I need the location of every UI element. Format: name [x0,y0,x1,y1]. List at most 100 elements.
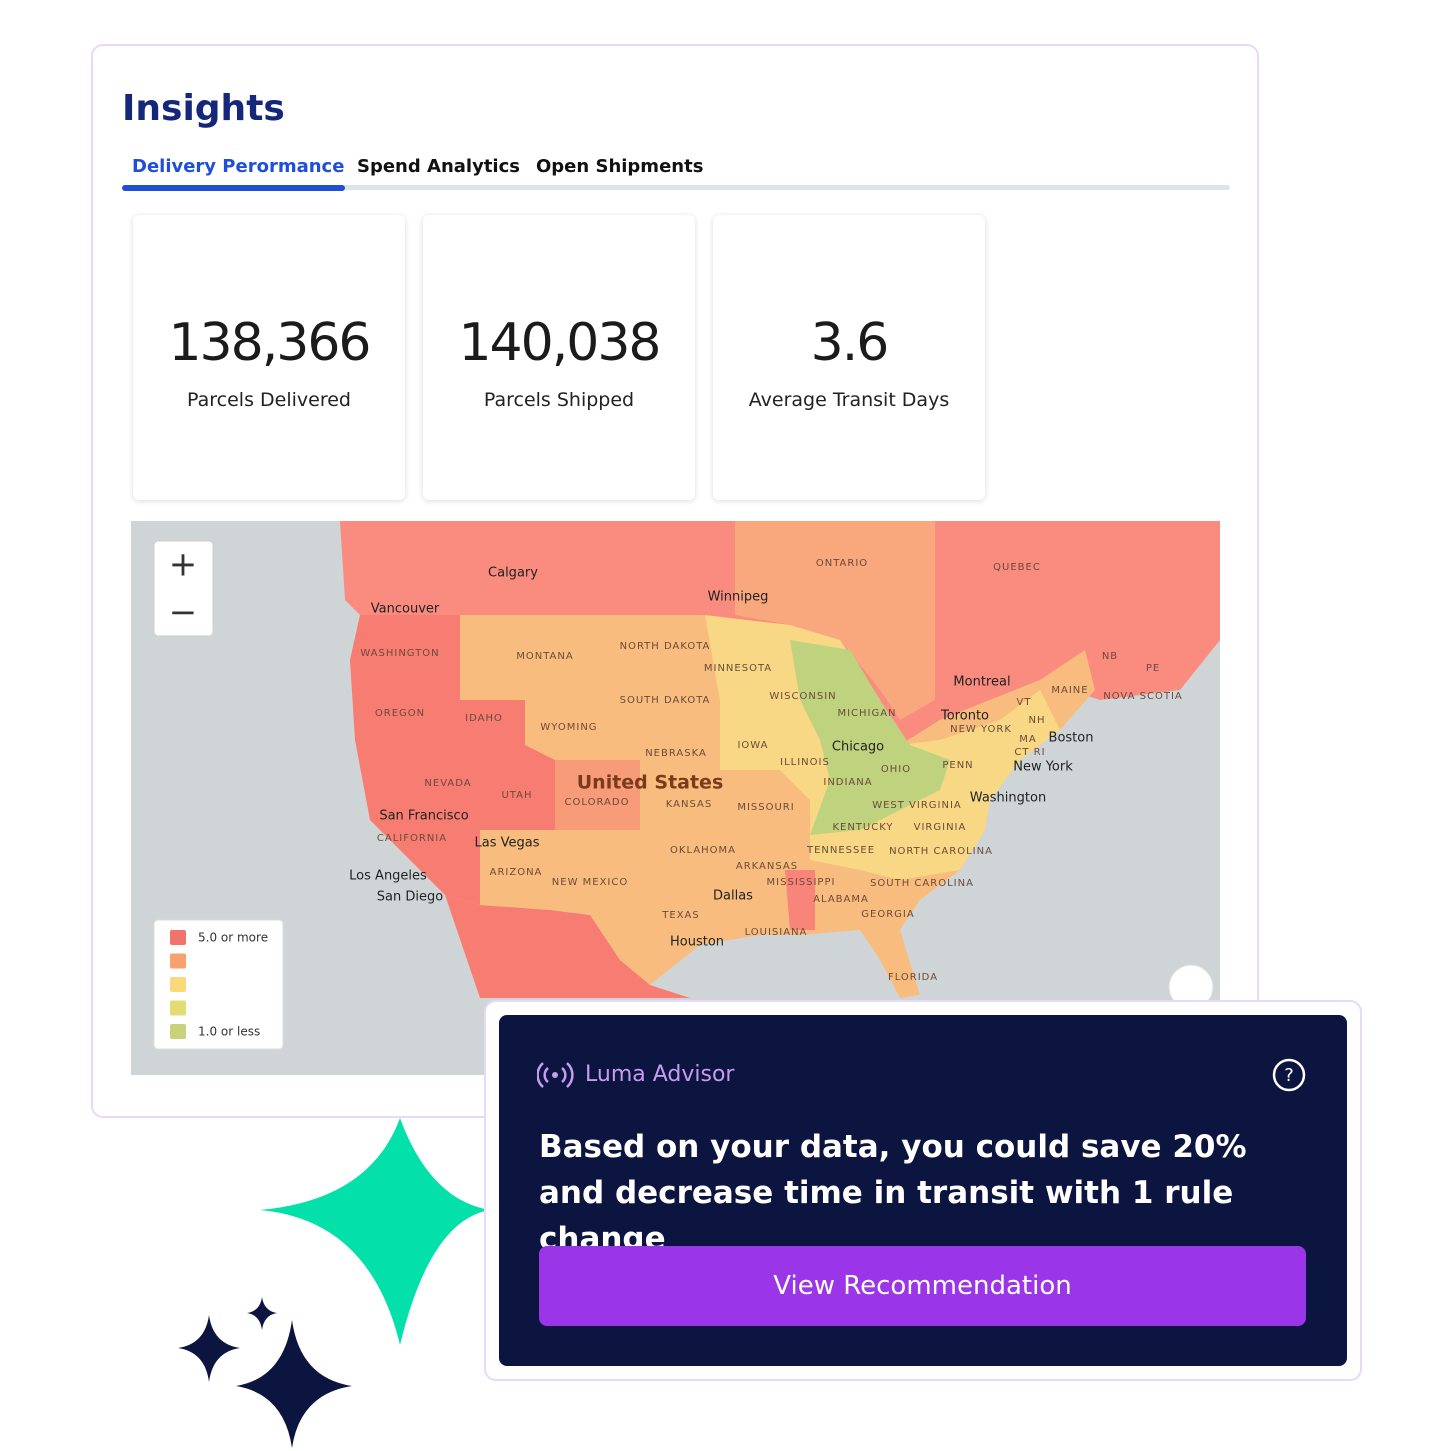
region-label: MICHIGAN [837,708,896,719]
region [445,895,690,998]
region [790,640,950,835]
kpi-card: 138,366 Parcels Delivered [133,215,405,500]
region-label: NEW YORK [950,724,1012,735]
region-label: TENNESSEE [806,845,875,856]
city-label: Washington [970,791,1046,806]
region-label: MINNESOTA [704,663,772,674]
tab[interactable]: Delivery Perormance [132,156,345,177]
legend-swatch [170,1024,186,1039]
region-label: LOUISIANA [745,927,808,938]
region-label: OKLAHOMA [670,845,736,856]
legend [153,919,284,1050]
region-label: NB [1102,651,1118,662]
legend-swatch [170,953,186,969]
region-label: NEBRASKA [645,748,707,759]
star [178,1315,240,1382]
kpi-label: Parcels Delivered [187,389,351,411]
city-label: Calgary [488,566,538,581]
region [735,521,935,720]
region-label: NH [1029,715,1046,726]
region-label: COLORADO [565,797,630,808]
kpi-value: 140,038 [458,313,661,373]
region-label: NEVADA [424,778,471,789]
city-label: New York [1013,760,1073,775]
region-label: INDIANA [823,777,872,788]
zoom-in[interactable]: + [169,545,198,585]
view-recommendation-button[interactable]: View Recommendation [539,1246,1306,1326]
region-label: SOUTH CAROLINA [870,878,974,889]
legend-swatch [170,930,186,945]
region-label: NEW MEXICO [552,877,628,888]
zoom-control[interactable] [153,540,214,637]
star [247,1297,277,1330]
legend-label: 1.0 or less [198,1025,260,1039]
title: Insights [122,88,285,129]
region-label: ARKANSAS [736,861,798,872]
green-star [260,1118,490,1345]
region-label: IOWA [737,740,768,751]
tab[interactable]: Spend Analytics [357,156,520,177]
city-label: Montreal [953,675,1010,690]
region-label: MAINE [1051,685,1088,696]
tab[interactable]: Open Shipments [536,156,704,177]
region-label: VT [1017,697,1032,708]
kpi-value: 138,366 [168,313,371,373]
legend-swatch [170,977,186,992]
city-label: Chicago [832,740,884,755]
city-label: Boston [1049,731,1094,746]
region-label: PE [1146,663,1160,674]
svg-text:?: ? [1284,1065,1294,1086]
region-label: QUEBEC [993,562,1041,573]
region [350,615,1095,998]
region-label: VIRGINIA [914,822,967,833]
star [236,1320,352,1448]
region-label: WYOMING [540,722,597,733]
region-label: TEXAS [661,910,699,921]
region-label: UTAH [501,790,532,801]
region-label: MISSISSIPPI [767,877,836,888]
city-label: Los Angeles [349,869,427,884]
advisor-name: Luma Advisor [585,1062,735,1087]
kpi-card: 140,038 Parcels Shipped [423,215,695,500]
region-label: NORTH CAROLINA [889,846,993,857]
city-label: Las Vegas [475,836,540,851]
help-icon[interactable]: ? [1271,1057,1307,1093]
region [785,870,815,930]
region-label: CALIFORNIA [377,833,447,844]
region [350,615,555,905]
region-label: KANSAS [666,799,712,810]
region-label: WEST VIRGINIA [872,800,962,811]
region-label: OHIO [881,764,911,775]
legend-label: 5.0 or more [198,931,268,945]
region-label: PENN [942,760,973,771]
tab-track [122,185,1230,190]
kpi-label: Average Transit Days [748,389,950,411]
map[interactable]: Calgary Winnipeg Vancouver ONTARIO QUEBEC WAS… [131,521,1220,1075]
tab-indicator [122,185,345,191]
region-label: FLORIDA [888,972,938,983]
region [555,760,640,830]
region-label: United States [577,772,724,794]
region-label: ARIZONA [490,867,543,878]
legend-swatch [170,1000,186,1016]
region-label: KENTUCKY [832,822,893,833]
broadcast-icon [537,1062,574,1088]
city-label: Houston [670,935,724,950]
region-label: ALABAMA [813,894,869,905]
city-label: San Diego [377,890,443,905]
region-label: MISSOURI [737,802,794,813]
region-label: CT RI [1014,747,1045,758]
region-label: WASHINGTON [360,648,439,659]
zoom-out[interactable]: − [169,593,198,633]
city-label: Vancouver [371,602,440,617]
region-label: GEORGIA [861,909,914,920]
region-label: NOVA SCOTIA [1103,691,1183,702]
region-label: MONTANA [516,651,573,662]
kpi-label: Parcels Shipped [483,389,635,411]
region-label: IDAHO [465,713,503,724]
region-label: WISCONSIN [769,691,836,702]
region-label: ILLINOIS [780,757,830,768]
region [340,521,1220,745]
